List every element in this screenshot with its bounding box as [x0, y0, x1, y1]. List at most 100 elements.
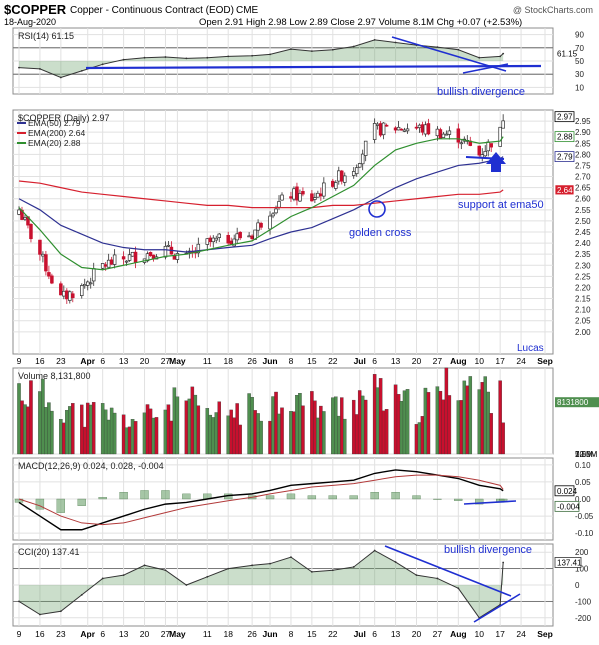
price-x-tick-label: Sep — [537, 356, 553, 366]
price-y-tick-label: 2.30 — [575, 261, 591, 270]
rsi-point — [18, 66, 20, 69]
rsi-point — [394, 41, 397, 44]
volume-bar — [109, 407, 114, 455]
volume-bar — [444, 367, 449, 455]
volume-bar — [41, 378, 45, 455]
rsi-point — [164, 56, 167, 58]
volume-bar — [229, 409, 233, 455]
volume-bar — [217, 401, 221, 455]
rsi-y-tick-label: 70 — [575, 44, 584, 53]
volume-bar — [38, 391, 42, 455]
cci-point — [457, 587, 460, 590]
volume-bar — [334, 396, 338, 455]
volume-bar — [280, 407, 284, 455]
price-y-tick-label: 2.75 — [575, 161, 591, 170]
cci-divergence-upper-line — [384, 545, 512, 597]
price-last-ema50-tag-box — [554, 151, 575, 162]
macd-histogram-bar — [349, 495, 358, 500]
volume-bar — [295, 394, 299, 455]
price-ema200-line — [18, 180, 504, 209]
volume-bar — [357, 390, 362, 455]
cci-point — [206, 575, 209, 578]
volume-bar — [259, 420, 263, 455]
volume-bar — [175, 396, 180, 455]
price-x-tick-label: 9 — [17, 356, 22, 366]
cci-area-fill — [19, 550, 504, 618]
cci-point — [331, 569, 334, 572]
watermark: @ StockCharts.com — [513, 5, 593, 15]
macd-hist-tag: -0.004 — [557, 502, 580, 511]
volume-bar — [289, 411, 293, 455]
price-candle-body — [301, 191, 305, 195]
volume-bar — [163, 409, 168, 455]
price-x-tick-label: 13 — [391, 356, 401, 366]
rsi-point — [269, 53, 271, 56]
macd-histogram-bar — [161, 490, 170, 500]
ohlc-summary: Open 2.91 High 2.98 Low 2.89 Close 2.97 … — [199, 17, 522, 28]
price-candle-body — [112, 254, 117, 265]
volume-bar — [340, 397, 344, 455]
volume-bar — [477, 389, 481, 455]
cci-x-tick-label: 26 — [247, 629, 257, 639]
price-candle-body — [127, 254, 132, 261]
macd-last-tag-box — [554, 485, 575, 497]
volume-bar — [271, 396, 275, 455]
rsi-point — [436, 46, 439, 49]
price-candle-body — [360, 153, 365, 165]
price-candle-body — [343, 175, 347, 183]
volume-bar — [405, 389, 410, 455]
volume-bar — [381, 410, 386, 455]
macd-histogram-bar — [391, 492, 400, 500]
cci-point — [373, 549, 376, 552]
rsi-y-tick-label: 90 — [575, 31, 584, 40]
volume-bar — [187, 398, 192, 455]
macd-signal-line — [18, 474, 504, 526]
cci-x-tick-label: Apr — [80, 629, 95, 639]
volume-bar — [501, 422, 505, 455]
price-y-tick-label: 2.70 — [575, 173, 591, 182]
price-candle-body — [133, 251, 138, 263]
price-y-tick-label: 2.00 — [575, 328, 591, 337]
volume-bar — [372, 374, 377, 455]
volume-bar — [65, 410, 69, 455]
price-y-tick-label: 2.60 — [575, 195, 591, 204]
cci-x-tick-label: 22 — [328, 629, 338, 639]
price-candle-body — [226, 235, 230, 244]
price-candle-body — [334, 182, 338, 189]
price-candle-body — [375, 123, 380, 126]
price-ema50-line — [18, 156, 504, 253]
price-candle-body — [103, 264, 108, 267]
price-x-tick-label: 16 — [35, 356, 45, 366]
volume-bar — [253, 410, 257, 455]
volume-bar — [423, 387, 428, 455]
cci-x-tick-label: 8 — [289, 629, 294, 639]
price-candle-body — [319, 193, 323, 197]
macd-histogram-bar — [328, 495, 337, 500]
macd-histogram-bar — [140, 490, 149, 500]
volume-bar — [337, 415, 341, 455]
cci-point — [80, 593, 83, 596]
price-candle-body — [208, 237, 213, 243]
volume-bar — [29, 380, 33, 455]
macd-histogram-bar — [56, 498, 65, 513]
macd-y-tick-label: -0.10 — [575, 529, 594, 538]
volume-bar — [68, 406, 72, 455]
rsi-point — [457, 48, 460, 51]
price-candle-body — [331, 180, 335, 187]
volume-y-tick-label: 2.5M — [575, 450, 593, 459]
macd-histogram-bar — [98, 497, 107, 500]
volume-bar — [277, 413, 281, 455]
rsi-point — [502, 52, 505, 55]
cci-x-tick-label: 13 — [119, 629, 129, 639]
volume-bar — [59, 419, 63, 455]
volume-bar — [313, 400, 317, 455]
volume-bar — [50, 410, 54, 455]
price-candle-body — [322, 182, 326, 197]
price-candle-body — [247, 235, 251, 238]
price-candle-body — [402, 129, 407, 132]
volume-bar — [402, 390, 407, 455]
price-candle-body — [50, 275, 54, 284]
cci-point — [290, 556, 292, 559]
